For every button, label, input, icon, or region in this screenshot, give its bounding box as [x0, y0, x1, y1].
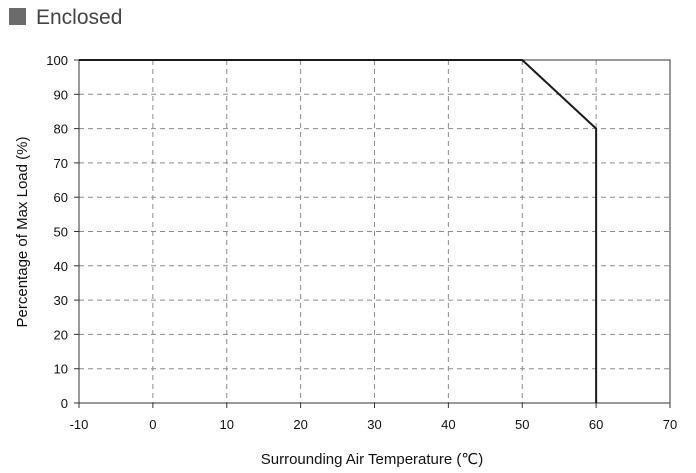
y-tick-label: 20: [54, 327, 68, 342]
chart-title: Enclosed: [36, 6, 122, 29]
y-tick-label: 70: [54, 156, 68, 171]
x-tick-label: 10: [220, 417, 234, 432]
y-tick-label: 80: [54, 122, 68, 137]
y-tick-label: 100: [46, 53, 68, 68]
x-tick-label: 30: [367, 417, 381, 432]
y-axis-label: Percentage of Max Load (%): [14, 137, 31, 328]
x-tick-label: 20: [293, 417, 307, 432]
y-tick-label: 50: [54, 225, 68, 240]
title-marker-icon: [9, 8, 26, 25]
x-tick-label: 60: [589, 417, 603, 432]
y-tick-label: 60: [54, 190, 68, 205]
load-derating-line: [79, 59, 598, 403]
series: [78, 59, 598, 404]
x-tick-label: -10: [70, 417, 89, 432]
y-tick-label: 30: [54, 293, 68, 308]
x-axis-label: Surrounding Air Temperature (℃): [261, 451, 484, 468]
y-tick-label: 10: [54, 362, 68, 377]
x-tick-label: 70: [663, 417, 677, 432]
y-tick-label: 90: [54, 87, 68, 102]
x-tick-label: 40: [441, 417, 455, 432]
y-tick-label: 40: [54, 259, 68, 274]
y-tick-labels: 0 10 20 30 40 50 60 70 80 90 100: [46, 53, 68, 411]
y-tick-label: 0: [61, 396, 68, 411]
grid: [79, 60, 670, 403]
x-tick-labels: -10 0 10 20 30 40 50 60 70: [70, 417, 678, 432]
x-tick-label: 50: [515, 417, 529, 432]
axes: [74, 59, 671, 408]
x-tick-label: 0: [149, 417, 156, 432]
